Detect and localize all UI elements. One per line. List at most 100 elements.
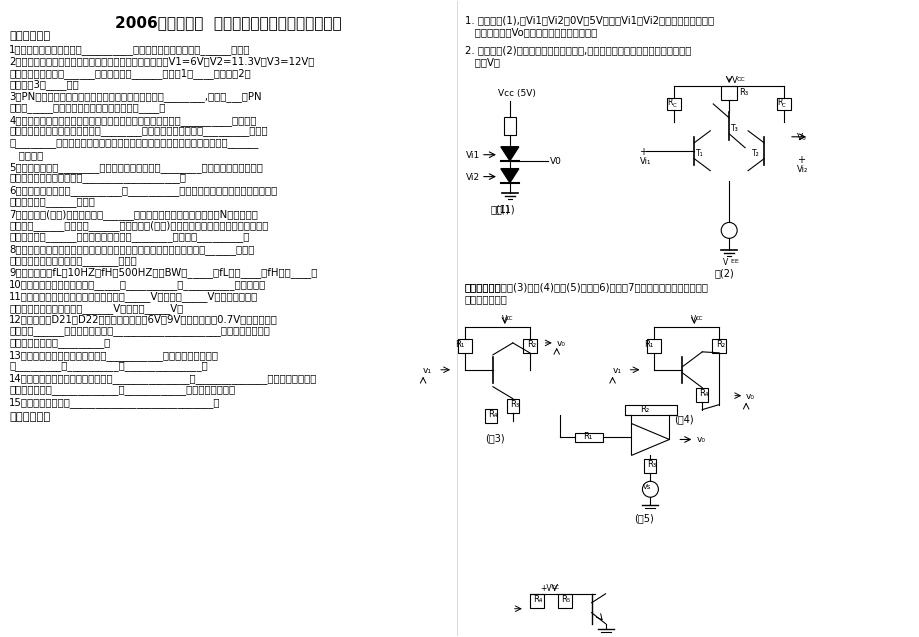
Text: C: C [672, 103, 675, 108]
Text: 12、设稳压管D21和D22的稳定电压分别为6V和9V，正向压降为0.7V，把它们串联: 12、设稳压管D21和D22的稳定电压分别为6V和9V，正向压降为0.7V，把它… [9, 315, 278, 324]
Text: V₀: V₀ [796, 132, 806, 142]
Text: Vi₂: Vi₂ [796, 165, 808, 174]
Text: T₃: T₃ [731, 124, 738, 133]
Text: +V: +V [539, 584, 550, 593]
Text: 1、二极管的最重要特性是__________，反映反向特性的参数是______电压。: 1、二极管的最重要特性是__________，反映反向特性的参数是______电… [9, 44, 251, 55]
Text: V0: V0 [550, 157, 561, 166]
Text: 性及反馈类型。: 性及反馈类型。 [464, 294, 507, 304]
Text: 8、在三极管放大器中，当输入电流一定时，静态工作点设置太低将产生______失真，: 8、在三极管放大器中，当输入电流一定时，静态工作点设置太低将产生______失真… [9, 244, 255, 255]
Text: 铟等，就得到______型半导体，其多子是________，少子是_________。: 铟等，就得到______型半导体，其多子是________，少子是_______… [9, 232, 249, 242]
Text: R₁: R₁ [455, 340, 464, 349]
Text: v₁: v₁ [612, 366, 621, 375]
Text: CC: CC [695, 316, 702, 321]
FancyBboxPatch shape [557, 594, 571, 608]
Text: V: V [722, 258, 728, 268]
Text: 2006级广电工程  《线性电子线路》作业题【一】: 2006级广电工程 《线性电子线路》作业题【一】 [115, 15, 342, 31]
Text: 图(2): 图(2) [713, 268, 733, 278]
Text: R₂: R₂ [716, 340, 724, 349]
Text: 14、在差动放大器中，差模信号是指_______________及______________的两个输入信号；: 14、在差动放大器中，差模信号是指_______________及_______… [9, 373, 317, 384]
Text: v₀: v₀ [556, 339, 565, 348]
FancyBboxPatch shape [647, 339, 661, 353]
Text: (图3): (图3) [484, 434, 505, 443]
Text: +: + [796, 155, 804, 165]
Text: V: V [690, 315, 696, 324]
Text: Vi₁: Vi₁ [639, 157, 650, 166]
FancyBboxPatch shape [484, 408, 496, 422]
Polygon shape [500, 169, 518, 183]
Text: R₄: R₄ [698, 389, 708, 397]
Text: 下，输出电压Vo的值。设二极管是理想的。: 下，输出电压Vo的值。设二极管是理想的。 [464, 27, 596, 38]
Text: 静态工作点设置太高将产生_______失真。: 静态工作点设置太高将产生_______失真。 [9, 255, 137, 266]
Text: 电压V。: 电压V。 [464, 57, 499, 67]
Text: Vi1: Vi1 [466, 151, 480, 160]
Text: R₃: R₃ [509, 399, 518, 409]
Text: 负反馈。: 负反馈。 [9, 150, 43, 160]
Text: 路引入电压串联负反馈，则电路有________的输入阻抗和较稳定的_________，适合: 路引入电压串联负反馈，则电路有________的输入阻抗和较稳定的_______… [9, 126, 267, 136]
Text: 是_________，__________，_______________。: 是_________，__________，_______________。 [9, 361, 208, 371]
Text: CC: CC [735, 77, 744, 82]
FancyBboxPatch shape [504, 117, 516, 135]
Text: 2. 如图电路(2)为差动放大器单端化电路,分析电路差模输入和其模输入时的输出: 2. 如图电路(2)为差动放大器单端化电路,分析电路差模输入和其模输入时的输出 [464, 45, 690, 55]
Text: R₁: R₁ [643, 340, 653, 349]
Text: (图5): (图5) [634, 513, 653, 523]
Text: 9、某放大器的fL为10HZ，fH为500HZ，其BW为_____，fL称为____，fH称为____。: 9、某放大器的fL为10HZ，fH为500HZ，其BW为_____，fL称为__… [9, 268, 317, 278]
FancyBboxPatch shape [529, 594, 543, 608]
FancyBboxPatch shape [574, 433, 602, 443]
Text: T₂: T₂ [752, 149, 759, 158]
FancyBboxPatch shape [666, 98, 681, 110]
FancyBboxPatch shape [777, 98, 790, 110]
Text: R₂: R₂ [527, 340, 536, 349]
Text: V: V [732, 76, 737, 85]
Text: T₁: T₁ [696, 149, 703, 158]
Text: R₁: R₁ [582, 431, 591, 441]
Text: 5、差动放大器对________有较强的放大能力，对________有较强的抑制能力，其: 5、差动放大器对________有较强的放大能力，对________有较强的抑制… [9, 162, 263, 173]
Text: R₄: R₄ [532, 595, 541, 604]
Text: 三、判断题：: 三、判断题： [464, 282, 501, 292]
Text: 一、填空题：: 一、填空题： [9, 31, 51, 41]
Text: 其多子是______，少子是______。在本征硅(或锗)中掺入少量的三价元素，如硼、铝、: 其多子是______，少子是______。在本征硅(或锗)中掺入少量的三价元素，… [9, 220, 268, 231]
Text: R₂: R₂ [640, 404, 648, 413]
Text: 1. 如图电路(1),当Vi1和Vi2为0V或5V时，求Vi1和Vi2的值不同组合的情况: 1. 如图电路(1),当Vi1和Vi2为0V或5V时，求Vi1和Vi2的值不同组… [464, 15, 713, 25]
Text: R₄: R₄ [487, 410, 497, 419]
Text: Vs: Vs [642, 484, 651, 490]
Text: 7、在本征硅(或锗)中掺入少量的______元素，如磷、砷、锑等，就得到N型半导体，: 7、在本征硅(或锗)中掺入少量的______元素，如磷、砷、锑等，就得到N型半导… [9, 209, 258, 220]
Text: 相接可得______种稳压值，分别为_____________________；把它们并联可得: 相接可得______种稳压值，分别为_____________________；… [9, 326, 270, 336]
FancyBboxPatch shape [506, 399, 518, 413]
Text: R: R [666, 98, 672, 107]
Text: R₃: R₃ [647, 461, 656, 469]
Text: 结处于_____状态，它所呈现出的正向电阻值____。: 结处于_____状态，它所呈现出的正向电阻值____。 [9, 103, 165, 113]
Text: 降，并且相角______加大。: 降，并且相角______加大。 [9, 197, 96, 207]
Text: EE: EE [726, 259, 738, 264]
Text: CC: CC [547, 585, 558, 590]
Polygon shape [630, 424, 669, 455]
Text: 10、放大器常用的耦合方式有_____、__________和__________三种形式。: 10、放大器常用的耦合方式有_____、__________和_________… [9, 279, 267, 290]
Text: C: C [781, 103, 785, 108]
Polygon shape [500, 147, 518, 161]
Text: R₅: R₅ [560, 595, 570, 604]
FancyBboxPatch shape [458, 339, 471, 353]
FancyBboxPatch shape [696, 388, 708, 402]
Text: CC: CC [505, 316, 513, 321]
FancyBboxPatch shape [643, 459, 655, 473]
Text: 于________信号源的放大。若要求电路输出电流稳定或输出电阻大，应引入______: 于________信号源的放大。若要求电路输出电流稳定或输出电阻大，应引入___… [9, 138, 258, 148]
Text: 极，管脚3为____极。: 极，管脚3为____极。 [9, 80, 79, 90]
Text: (图4): (图4) [674, 415, 693, 425]
Text: v₀: v₀ [745, 392, 754, 401]
Text: +: + [639, 147, 647, 157]
FancyBboxPatch shape [711, 339, 725, 353]
Text: 则该三极管的管型为______，所用材料为______，管脚1为____极，管脚2为: 则该三极管的管型为______，所用材料为______，管脚1为____极，管脚… [9, 68, 251, 78]
Text: Vcc (5V): Vcc (5V) [497, 89, 535, 98]
Text: 图(1): 图(1) [490, 204, 509, 215]
Text: v₁: v₁ [423, 366, 432, 375]
Text: 13、衡量晶体管放大能力的参数是___________，晶体管的极限参数: 13、衡量晶体管放大能力的参数是___________，晶体管的极限参数 [9, 350, 219, 361]
FancyBboxPatch shape [624, 404, 676, 415]
Text: 抑制能力重要取决于电路的___________________。: 抑制能力重要取决于电路的___________________。 [9, 173, 187, 183]
Text: 11、在常温下，二极管的死区电压硅管为_____V，锗管为_____V。导通后，在较: 11、在常温下，二极管的死区电压硅管为_____V，锗管为_____V。导通后，… [9, 291, 258, 302]
Text: V: V [502, 315, 506, 324]
Text: 图(1): 图(1) [494, 204, 514, 215]
Text: 把稳压值，分别为_________。: 把稳压值，分别为_________。 [9, 338, 110, 348]
Text: 15、理想运放条件是____________________________。: 15、理想运放条件是____________________________。 [9, 397, 221, 408]
Text: Vi2: Vi2 [466, 173, 480, 182]
Text: 3、PN结加正向电压或正向偏置，外电场与自建场方向________,阻挡层___，PN: 3、PN结加正向电压或正向偏置，外电场与自建场方向________,阻挡层___… [9, 91, 262, 102]
Text: 4、负反馈放大器有较高的工作稳定性，其程度取决于放大器的__________。如果电: 4、负反馈放大器有较高的工作稳定性，其程度取决于放大器的__________。如… [9, 115, 256, 125]
